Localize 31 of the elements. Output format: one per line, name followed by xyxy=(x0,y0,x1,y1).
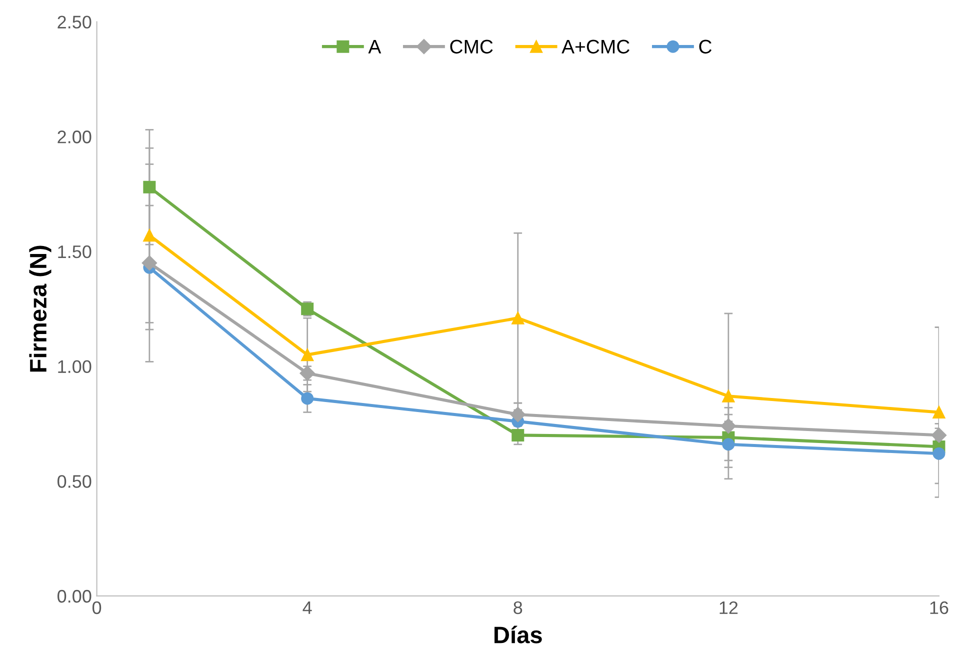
y-tick-label: 1.00 xyxy=(58,360,92,374)
point xyxy=(143,229,156,242)
point xyxy=(512,312,524,324)
point xyxy=(142,255,158,271)
legend-label: C xyxy=(699,40,712,54)
point xyxy=(720,418,736,434)
point xyxy=(932,406,946,418)
x-tick-label: 0 xyxy=(92,601,102,614)
point xyxy=(143,180,156,194)
point xyxy=(301,392,314,405)
legend-label: A+CMC xyxy=(562,40,630,54)
point xyxy=(512,428,524,442)
x-tick-label: 12 xyxy=(720,601,738,614)
x-tick-label: 16 xyxy=(930,601,948,614)
y-tick-label: 0.00 xyxy=(58,590,92,603)
legend-label: A xyxy=(368,40,382,54)
x-axis-title: Días xyxy=(494,626,542,644)
point xyxy=(931,428,947,443)
point xyxy=(722,438,735,451)
y-axis-title: Firmeza (N) xyxy=(29,246,52,372)
point xyxy=(722,390,735,402)
y-tick-label: 1.50 xyxy=(58,245,92,258)
legend-label: CMC xyxy=(450,40,493,54)
y-tick-label: 2.00 xyxy=(58,130,92,144)
x-tick-label: 8 xyxy=(514,601,522,614)
y-tick-label: 0.50 xyxy=(58,475,92,488)
x-tick-label: 4 xyxy=(302,602,312,614)
point xyxy=(510,406,526,422)
point xyxy=(301,348,314,362)
y-tick-label: 2.50 xyxy=(58,16,92,28)
point xyxy=(932,447,946,460)
